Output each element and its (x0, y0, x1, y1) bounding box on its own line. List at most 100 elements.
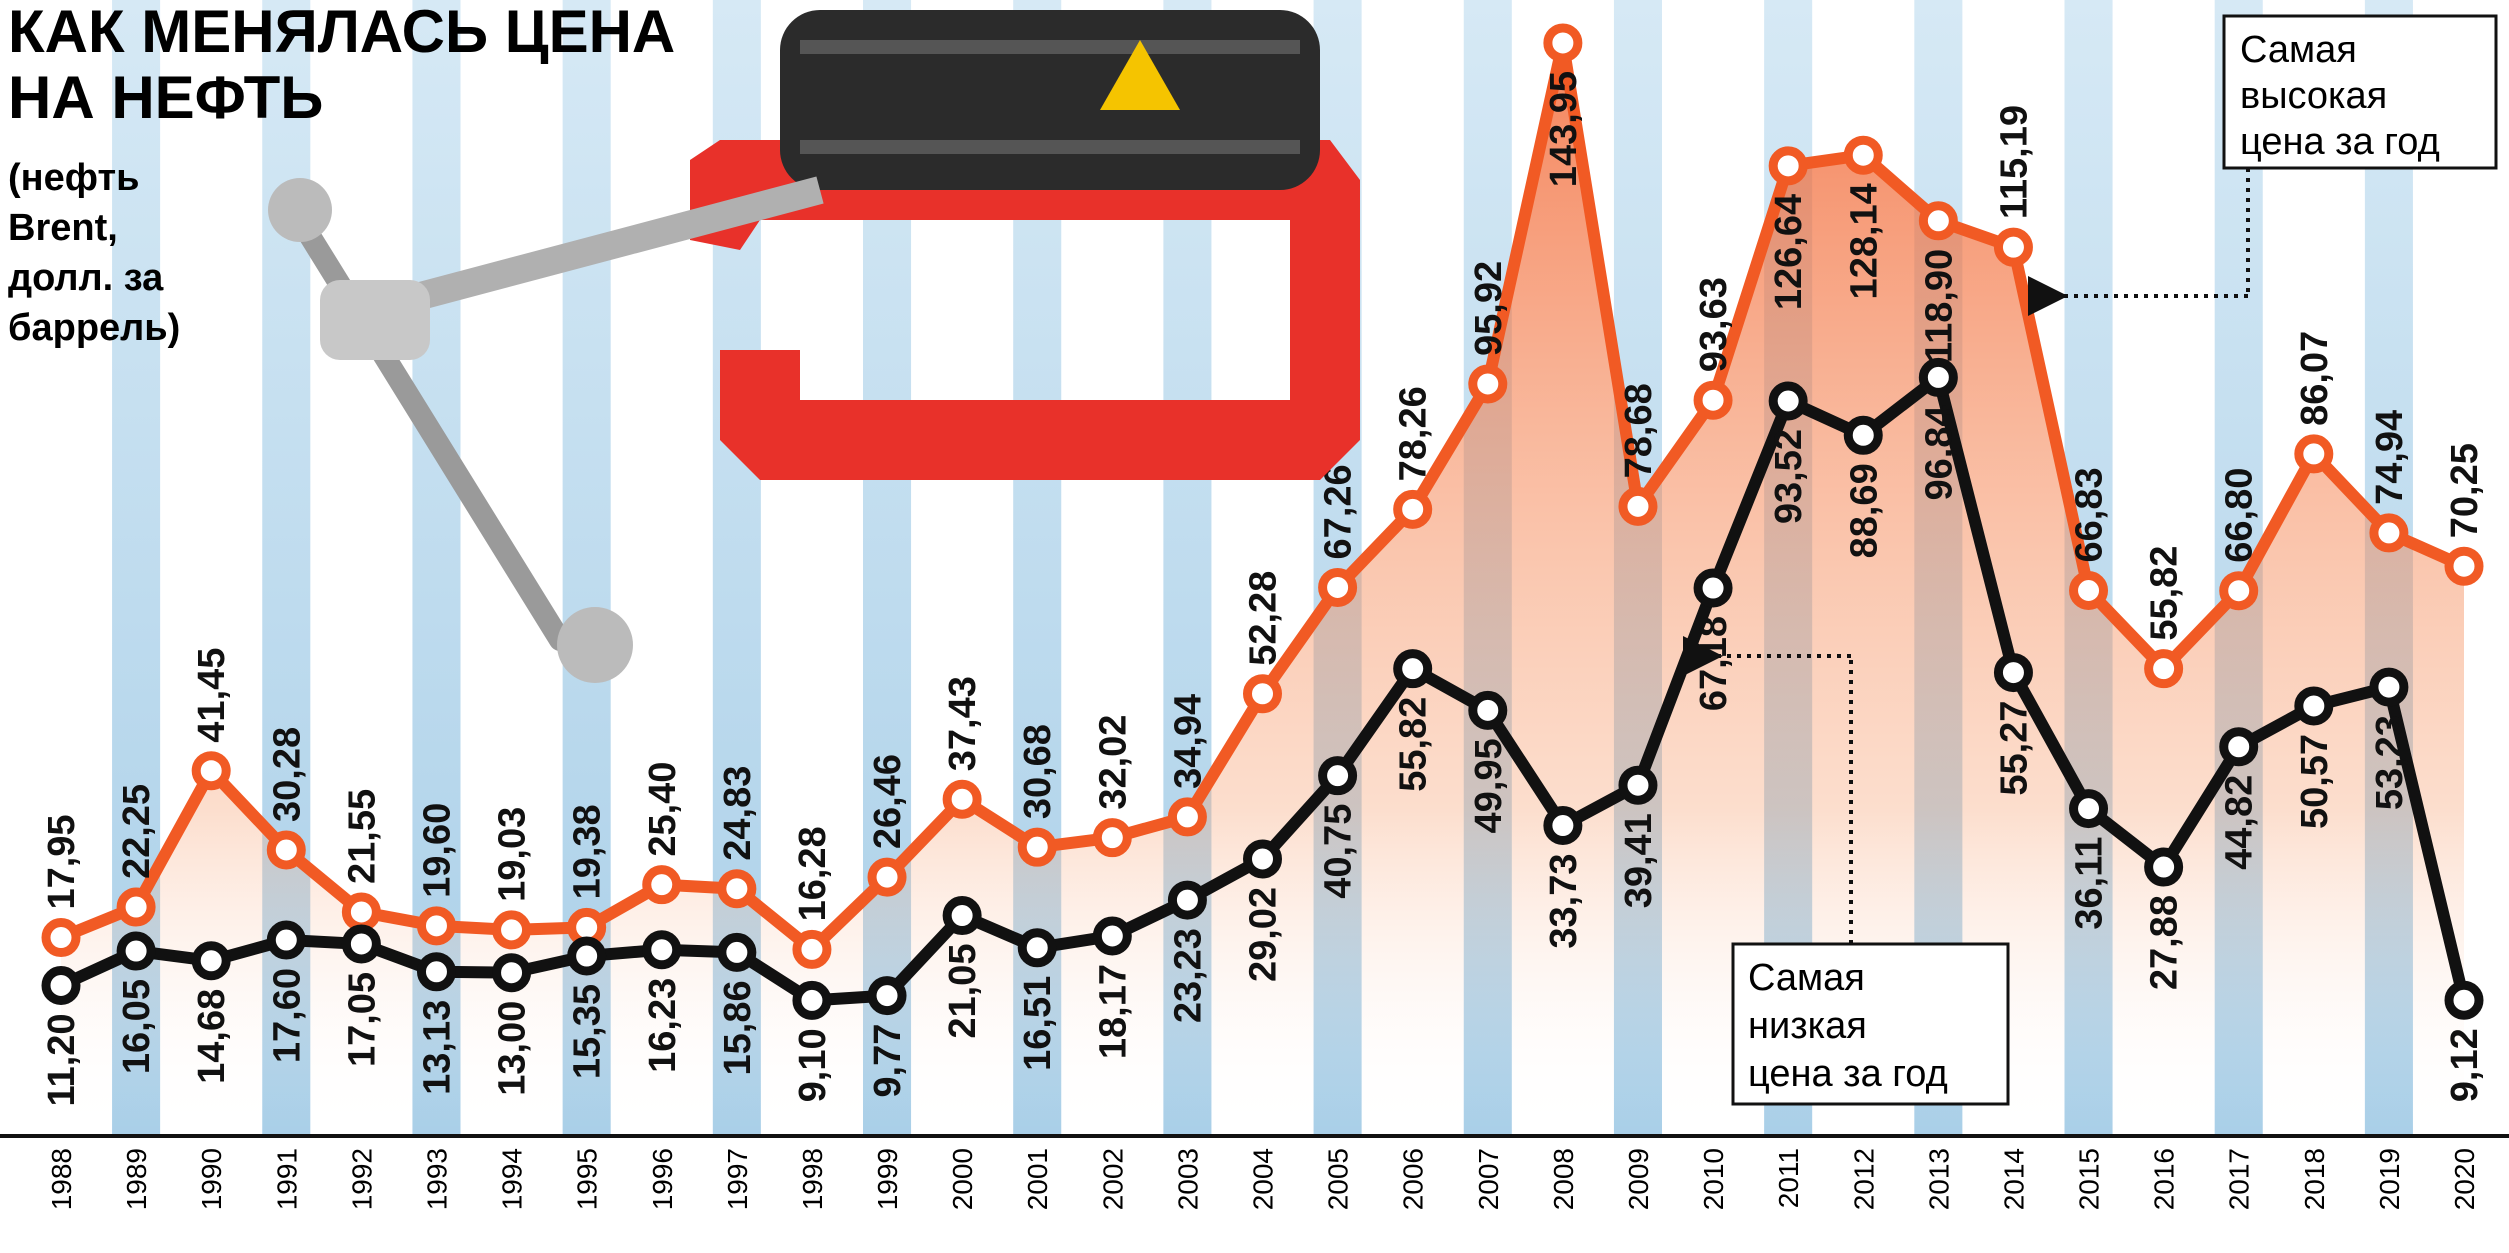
marker (1398, 494, 1428, 524)
value-label: 74,94 (2369, 410, 2411, 505)
x-tick-label: 2008 (1548, 1148, 1579, 1210)
marker (2449, 985, 2479, 1015)
x-tick-label: 2016 (2149, 1148, 2180, 1210)
value-label: 44,82 (2219, 775, 2261, 870)
value-label: 118,90 (1918, 249, 1960, 363)
value-label: 33,73 (1543, 854, 1585, 949)
value-label: 24,83 (717, 766, 759, 861)
x-tick-label: 2009 (1623, 1148, 1654, 1210)
x-tick-label: 1994 (497, 1148, 528, 1210)
marker (1248, 679, 1278, 709)
marker (1773, 386, 1803, 416)
value-label: 15,35 (567, 984, 609, 1079)
x-tick-label: 1993 (421, 1148, 452, 1210)
marker (121, 892, 151, 922)
value-label: 17,95 (41, 814, 83, 909)
value-label: 16,23 (642, 978, 684, 1073)
chart-title: НА НЕФТЬ (8, 64, 323, 131)
marker (1848, 140, 1878, 170)
value-label: 13,00 (492, 1001, 534, 1096)
x-tick-label: 2019 (2374, 1148, 2405, 1210)
marker (1998, 232, 2028, 262)
marker (2074, 794, 2104, 824)
marker (1473, 369, 1503, 399)
value-label: 66,83 (2069, 467, 2111, 562)
marker (1773, 151, 1803, 181)
x-tick-label: 1991 (271, 1148, 302, 1210)
value-label: 40,75 (1318, 804, 1360, 899)
marker (1923, 362, 1953, 392)
subtitle: (нефть (8, 157, 139, 199)
marker (1998, 658, 2028, 688)
marker (1698, 573, 1728, 603)
value-label: 32,02 (1092, 715, 1134, 810)
value-label: 21,55 (341, 789, 383, 884)
marker (1097, 823, 1127, 853)
marker (2074, 576, 2104, 606)
x-tick-label: 1995 (572, 1148, 603, 1210)
marker (1323, 761, 1353, 791)
annotation-high: Самая высокая цена за год (2060, 16, 2496, 296)
x-tick-label: 2002 (1097, 1148, 1128, 1210)
marker (647, 935, 677, 965)
marker (1248, 844, 1278, 874)
annotation-text: цена за год (2240, 121, 2440, 163)
value-label: 18,17 (1092, 964, 1134, 1059)
marker (1623, 770, 1653, 800)
marker (947, 901, 977, 931)
value-label: 17,05 (341, 972, 383, 1067)
marker (2374, 672, 2404, 702)
x-tick-label: 2020 (2449, 1148, 2480, 1210)
x-tick-label: 1999 (872, 1148, 903, 1210)
subtitle: Brent, (8, 207, 118, 249)
x-tick-label: 1992 (346, 1148, 377, 1210)
marker (2299, 439, 2329, 469)
value-label: 52,28 (1243, 571, 1285, 666)
annotation-text: низкая (1748, 1005, 1867, 1047)
annotation-text: высокая (2240, 75, 2387, 117)
value-label: 30,28 (266, 727, 308, 822)
value-label: 30,68 (1017, 724, 1059, 819)
value-label: 37,43 (942, 676, 984, 771)
x-tick-label: 2001 (1022, 1148, 1053, 1210)
marker (2449, 551, 2479, 581)
value-label: 95,92 (1468, 261, 1510, 356)
value-label: 143,95 (1543, 71, 1585, 187)
annotation-text: Самая (1748, 957, 1865, 999)
marker (1172, 885, 1202, 915)
x-tick-label: 1989 (121, 1148, 152, 1210)
value-label: 19,60 (416, 803, 458, 898)
value-label: 16,28 (792, 826, 834, 921)
x-tick-label: 2005 (1323, 1148, 1354, 1210)
marker (1097, 921, 1127, 951)
x-tick-label: 2010 (1698, 1148, 1729, 1210)
annotation-text: цена за год (1748, 1053, 1948, 1095)
value-label: 26,46 (867, 754, 909, 849)
value-label: 96,84 (1918, 405, 1960, 500)
marker (346, 929, 376, 959)
x-tick-label: 2007 (1473, 1148, 1504, 1210)
subtitle: долл. за (8, 257, 164, 299)
value-label: 126,64 (1768, 194, 1810, 310)
value-label: 11,20 (41, 1013, 83, 1106)
subtitle: баррель) (8, 307, 180, 349)
x-tick-label: 1990 (196, 1148, 227, 1210)
value-label: 29,02 (1243, 887, 1285, 982)
value-label: 67,18 (1693, 616, 1735, 711)
value-label: 34,94 (1167, 694, 1209, 789)
x-tick-label: 2011 (1773, 1148, 1804, 1208)
marker (196, 946, 226, 976)
marker (1022, 933, 1052, 963)
marker (572, 941, 602, 971)
marker (497, 958, 527, 988)
x-tick-label: 2012 (1848, 1148, 1879, 1210)
value-label: 78,68 (1618, 383, 1660, 478)
marker (121, 936, 151, 966)
x-tick-label: 1997 (722, 1148, 753, 1210)
x-tick-label: 2015 (2074, 1148, 2105, 1210)
value-label: 78,26 (1393, 386, 1435, 481)
value-label: 17,60 (266, 968, 308, 1063)
value-label: 25,40 (642, 762, 684, 857)
value-label: 55,82 (1393, 697, 1435, 792)
x-tick-label: 1996 (647, 1148, 678, 1210)
